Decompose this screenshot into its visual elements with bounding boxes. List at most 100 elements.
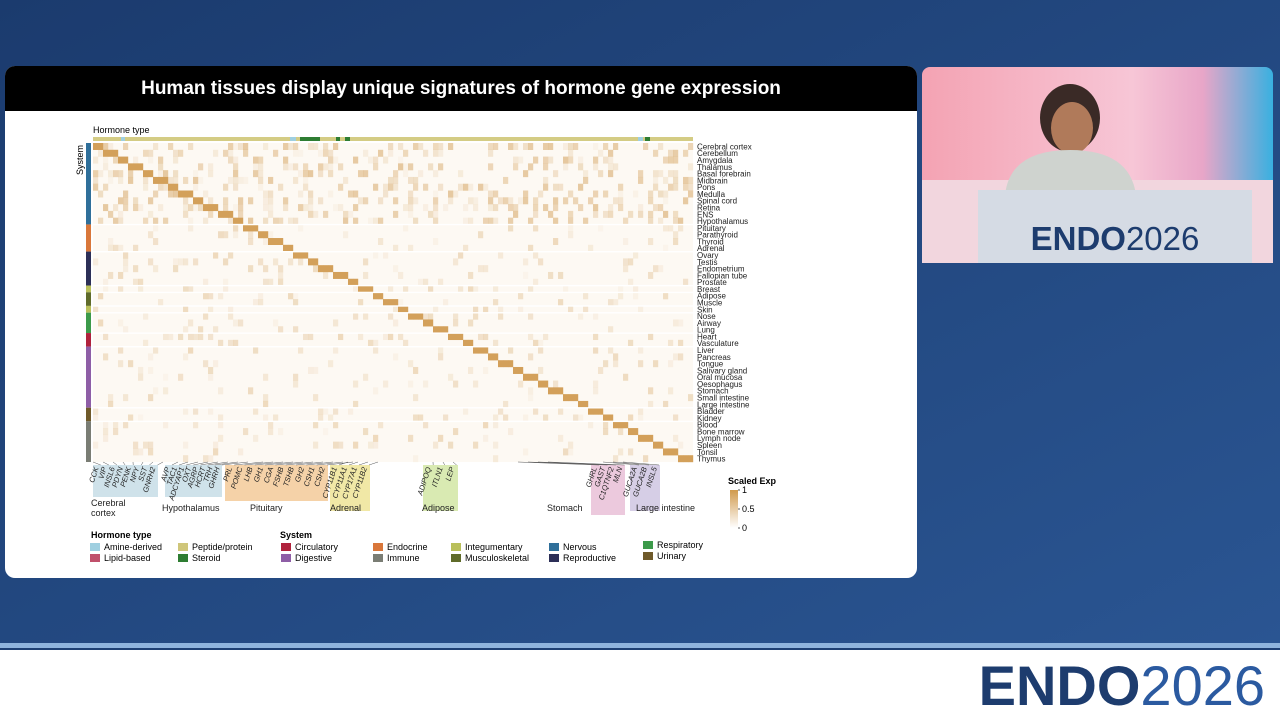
heatmap-cell (328, 163, 334, 171)
heatmap-cell (138, 285, 144, 293)
heatmap-cell (353, 204, 359, 212)
heatmap-cell (608, 204, 614, 212)
heatmap-cell (393, 176, 399, 184)
heatmap-cell (108, 238, 114, 246)
heatmap-cell (403, 204, 409, 212)
heatmap-cell (523, 271, 529, 279)
heatmap-cell (628, 428, 634, 436)
heatmap-cell (153, 224, 159, 232)
heatmap-cell (298, 204, 304, 212)
heatmap-cell (403, 224, 409, 232)
heatmap-cell (513, 366, 519, 374)
gene-connector (179, 461, 189, 466)
heatmap-cell (643, 143, 649, 150)
gene-connector (102, 461, 109, 466)
heatmap-cell (148, 231, 154, 239)
heatmap-cell (483, 333, 489, 341)
tissue-label: Spleen (697, 441, 722, 450)
heatmap-cell (458, 183, 464, 191)
heatmap-cell (138, 278, 144, 286)
heatmap-cell (603, 190, 609, 198)
heatmap-cell (143, 183, 149, 191)
system-separator (93, 284, 693, 287)
heatmap-cell (548, 387, 554, 395)
heatmap-cell (298, 149, 304, 157)
heatmap-cell (403, 149, 409, 157)
heatmap-cell (673, 434, 679, 442)
heatmap-cell (233, 339, 239, 347)
heatmap-cell (433, 197, 439, 205)
scale-tick-label: 1 (742, 485, 747, 495)
heatmap-cell (258, 170, 264, 178)
heatmap-cell (638, 414, 644, 422)
heatmap-cell (113, 217, 119, 225)
heatmap-cell (483, 265, 489, 273)
heatmap-cell (488, 197, 494, 205)
legend-title: Hormone type (91, 530, 152, 540)
heatmap-cell (653, 149, 659, 157)
heatmap-cell (533, 373, 539, 381)
heatmap-cell (568, 441, 574, 449)
heatmap-cell (508, 224, 514, 232)
heatmap-cell (638, 407, 644, 415)
heatmap-cell (343, 217, 349, 225)
heatmap-cell (598, 170, 604, 178)
heatmap-cell (673, 319, 679, 327)
heatmap-cell (198, 333, 204, 341)
heatmap-cell (408, 360, 414, 368)
heatmap-cell (298, 170, 304, 178)
heatmap-cell (228, 156, 234, 164)
heatmap-cell (583, 217, 589, 225)
heatmap-cell (423, 204, 429, 212)
heatmap-cell (623, 258, 629, 266)
legend-item: Reproductive (563, 553, 616, 563)
heatmap-cell (468, 183, 474, 191)
heatmap-cell (408, 244, 414, 252)
gene-connector (602, 461, 640, 466)
heatmap-cell (158, 299, 164, 307)
heatmap-cell (223, 285, 229, 293)
heatmap-cell (208, 373, 214, 381)
heatmap-cell (528, 285, 534, 293)
heatmap-cell (483, 183, 489, 191)
heatmap-cell (398, 333, 404, 341)
heatmap-cell (238, 143, 244, 150)
heatmap-cell (108, 143, 114, 150)
heatmap-cell (663, 244, 669, 252)
legend-swatch (549, 543, 559, 551)
heatmap-cell (318, 265, 324, 273)
heatmap-cell (138, 373, 144, 381)
heatmap-cell (543, 380, 549, 388)
heatmap-cell (513, 163, 519, 171)
heatmap-cell (138, 163, 144, 171)
heatmap-cell (143, 176, 149, 184)
heatmap-cell (573, 414, 579, 422)
heatmap-cell (258, 176, 264, 184)
heatmap-cell (183, 258, 189, 266)
heatmap-cell (333, 156, 339, 164)
tissue-label: Cerebral cortex (697, 142, 752, 151)
heatmap-cell (323, 428, 329, 436)
heatmap-cell (533, 224, 539, 232)
heatmap-cell (618, 190, 624, 198)
heatmap-cell (688, 394, 694, 402)
tissue-label: Adipose (697, 292, 726, 301)
heatmap-cell (683, 149, 689, 157)
heatmap-cell (488, 143, 494, 150)
heatmap-cell (358, 285, 364, 293)
heatmap-cell (118, 346, 124, 354)
heatmap-cell (308, 258, 314, 266)
heatmap-cell (293, 373, 299, 381)
heatmap-cell (648, 434, 654, 442)
heatmap-cell (673, 210, 679, 218)
heatmap-cell (548, 271, 554, 279)
hormone-type-segment (121, 137, 125, 141)
heatmap-cell (513, 210, 519, 218)
heatmap-cell (433, 143, 439, 150)
scale-bar (730, 490, 738, 528)
heatmap-cell (658, 170, 664, 178)
heatmap-cell (363, 258, 369, 266)
heatmap-cell (283, 244, 289, 252)
heatmap-cell (338, 163, 344, 171)
heatmap-cell (413, 217, 419, 225)
